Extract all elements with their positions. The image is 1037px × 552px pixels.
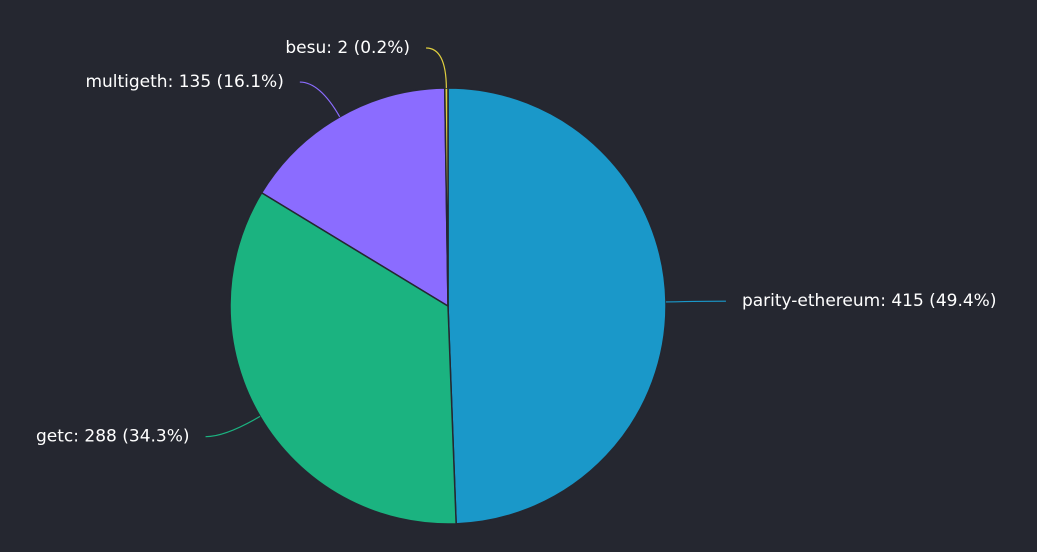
pie-slice <box>443 87 449 307</box>
pie-slice <box>447 87 667 525</box>
pie-slice <box>260 87 449 308</box>
data-label: getc: 288 (34.3%) <box>36 427 190 447</box>
data-label: parity-ethereum: 415 (49.4%) <box>742 291 997 311</box>
leader-line <box>426 47 447 89</box>
leader-line <box>205 415 261 438</box>
data-label: multigeth: 135 (16.1%) <box>85 72 283 92</box>
leader-line <box>299 81 341 118</box>
pie-slice <box>229 191 457 525</box>
leader-line <box>665 300 726 303</box>
data-label: besu: 2 (0.2%) <box>285 38 410 58</box>
